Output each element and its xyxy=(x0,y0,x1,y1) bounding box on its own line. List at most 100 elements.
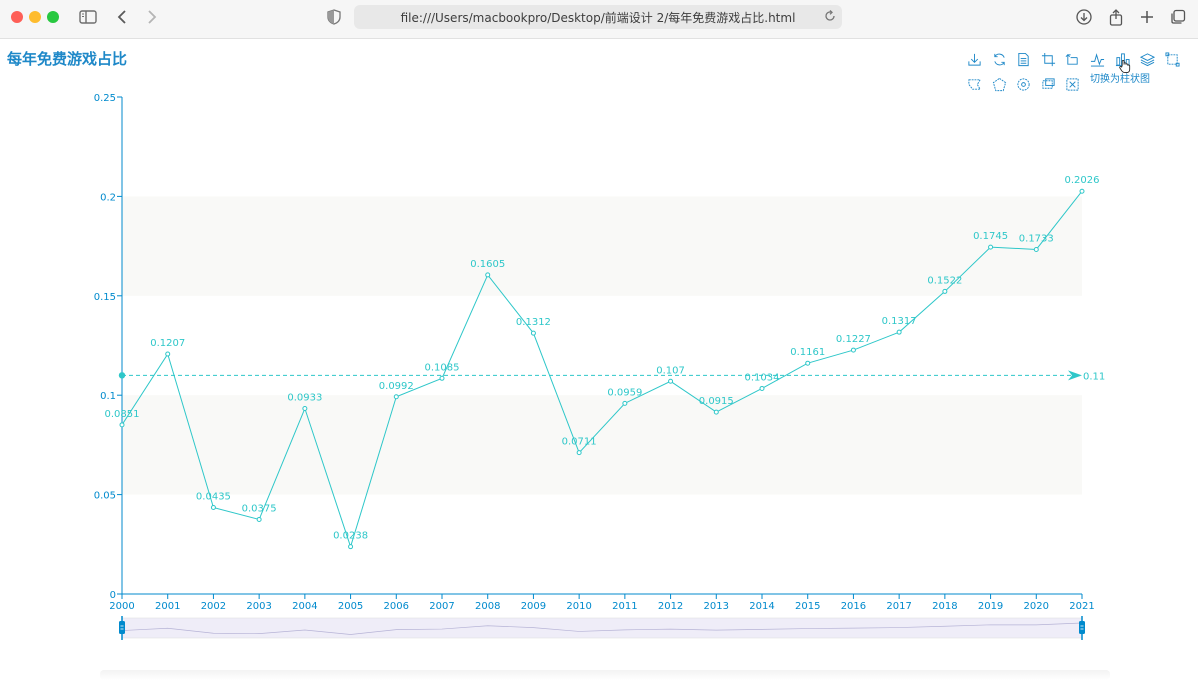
x-tick-label: 2013 xyxy=(704,601,729,612)
data-point xyxy=(530,330,536,336)
clear-select-icon[interactable] xyxy=(1039,75,1057,93)
new-tab-icon[interactable] xyxy=(1136,7,1158,27)
url-text: file:///Users/macbookpro/Desktop/前端设计 2/… xyxy=(400,10,796,25)
share-icon[interactable] xyxy=(1105,7,1127,27)
datazoom-handle-right[interactable] xyxy=(1079,621,1085,634)
zoom-area-icon[interactable] xyxy=(1039,50,1057,68)
data-label: 0.1733 xyxy=(1019,233,1054,244)
lasso-select-icon[interactable] xyxy=(965,75,983,93)
data-label: 0.0992 xyxy=(379,381,414,392)
y-tick-label: 0.1 xyxy=(100,391,116,402)
x-tick-label: 2000 xyxy=(109,601,134,612)
split-area-band xyxy=(122,196,1082,296)
data-label: 0.2026 xyxy=(1065,175,1100,186)
minimize-window-icon[interactable] xyxy=(29,11,41,23)
data-label: 0.0375 xyxy=(242,503,277,514)
data-label: 0.0959 xyxy=(607,387,642,398)
series-line xyxy=(121,190,1083,549)
stack-icon[interactable] xyxy=(1138,50,1156,68)
data-label: 0.1745 xyxy=(973,231,1008,242)
data-label: 0.1207 xyxy=(150,338,185,349)
data-label: 0.0851 xyxy=(105,409,140,420)
data-point xyxy=(759,385,765,391)
mark-line-start-symbol xyxy=(118,372,126,379)
data-point xyxy=(850,347,856,353)
data-label: 0.1085 xyxy=(425,362,460,373)
address-bar[interactable]: file:///Users/macbookpro/Desktop/前端设计 2/… xyxy=(354,5,842,29)
privacy-shield-icon[interactable] xyxy=(323,7,345,27)
data-point xyxy=(165,351,171,357)
x-tick-label: 2010 xyxy=(566,601,591,612)
x-tick-label: 2017 xyxy=(886,601,911,612)
x-tick-label: 2003 xyxy=(246,601,271,612)
data-label: 0.1034 xyxy=(745,372,780,383)
datazoom-track xyxy=(121,617,1083,639)
x-tick-label: 2005 xyxy=(338,601,363,612)
tab-overview-icon[interactable] xyxy=(1167,7,1189,27)
data-point xyxy=(942,288,948,294)
zoom-reset-icon[interactable] xyxy=(1063,50,1081,68)
data-point xyxy=(439,375,445,381)
close-window-icon[interactable] xyxy=(11,11,23,23)
x-tick-label: 2009 xyxy=(521,601,546,612)
chart-title: 每年免费游戏占比 xyxy=(7,50,128,68)
data-view-icon[interactable] xyxy=(1014,50,1032,68)
data-point xyxy=(668,378,674,384)
mark-line-arrow xyxy=(1068,370,1082,381)
x-tick-label: 2014 xyxy=(749,601,774,612)
page-bottom-shadow xyxy=(100,670,1110,680)
rect-select-icon[interactable] xyxy=(1163,50,1181,68)
x-tick-label: 2020 xyxy=(1024,601,1049,612)
data-point xyxy=(210,505,216,511)
x-tick-label: 2001 xyxy=(155,601,180,612)
x-tick-label: 2008 xyxy=(475,601,500,612)
x-tick-label: 2015 xyxy=(795,601,820,612)
y-tick-label: 0.25 xyxy=(94,93,116,104)
data-label: 0.1312 xyxy=(516,317,551,328)
polygon-select-icon[interactable] xyxy=(990,75,1008,93)
data-point xyxy=(622,400,628,406)
data-point xyxy=(393,394,399,400)
data-label: 0.0933 xyxy=(287,393,322,404)
y-tick-label: 0.05 xyxy=(94,491,116,502)
data-label: 0.1522 xyxy=(927,275,962,286)
refresh-icon[interactable] xyxy=(990,50,1008,68)
toolbox-tooltip: 切换为柱状图 xyxy=(1090,74,1150,85)
data-label: 0.1605 xyxy=(470,259,505,270)
keep-select-icon[interactable] xyxy=(1014,75,1032,93)
fullscreen-select-icon[interactable] xyxy=(1063,75,1081,93)
datazoom-handle-left[interactable] xyxy=(119,621,125,634)
download-icon[interactable] xyxy=(965,50,983,68)
line-chart-icon[interactable] xyxy=(1088,50,1106,68)
back-icon[interactable] xyxy=(111,7,133,27)
data-point xyxy=(348,544,354,550)
split-area-band xyxy=(122,395,1082,495)
data-point xyxy=(805,360,811,366)
sidebar-toggle-icon[interactable] xyxy=(77,7,99,27)
data-point xyxy=(302,406,308,412)
reload-icon[interactable] xyxy=(824,9,836,26)
data-point xyxy=(119,422,125,428)
data-label: 0.0711 xyxy=(562,437,597,448)
data-point xyxy=(1079,188,1085,194)
x-tick-label: 2006 xyxy=(384,601,409,612)
forward-icon[interactable] xyxy=(141,7,163,27)
x-tick-label: 2016 xyxy=(841,601,866,612)
x-tick-label: 2002 xyxy=(201,601,226,612)
data-point xyxy=(256,516,262,522)
maximize-window-icon[interactable] xyxy=(47,11,59,23)
data-label: 0.1317 xyxy=(882,316,917,327)
data-point xyxy=(896,329,902,335)
data-label: 0.1227 xyxy=(836,334,871,345)
data-point xyxy=(485,272,491,278)
x-tick-label: 2019 xyxy=(978,601,1003,612)
y-tick-label: 0.15 xyxy=(94,292,116,303)
y-tick-label: 0 xyxy=(110,590,116,601)
data-label: 0.0238 xyxy=(333,531,368,542)
mark-line-label: 0.11 xyxy=(1083,371,1105,382)
downloads-icon[interactable] xyxy=(1073,7,1095,27)
data-label: 0.0435 xyxy=(196,492,231,503)
data-label: 0.107 xyxy=(656,365,685,376)
data-label: 0.1161 xyxy=(790,347,825,358)
